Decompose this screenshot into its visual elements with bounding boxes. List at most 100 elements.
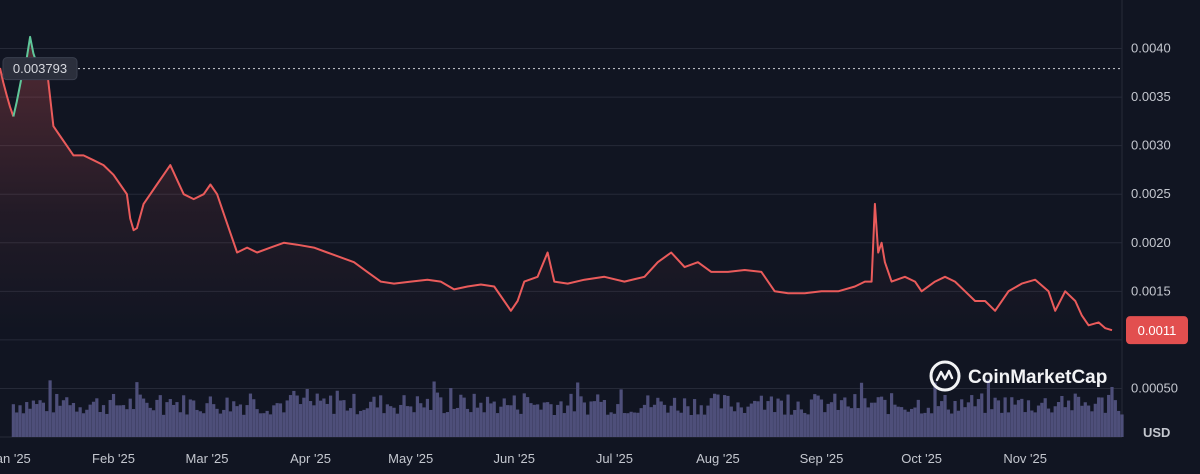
volume-bar xyxy=(1003,397,1007,437)
volume-bar xyxy=(699,405,703,437)
volume-bar xyxy=(572,411,576,437)
volume-bar xyxy=(552,414,556,437)
volume-bar xyxy=(853,394,857,437)
volume-bar xyxy=(505,405,510,437)
volume-bar xyxy=(215,408,219,437)
volume-bar xyxy=(843,397,847,437)
volume-bar xyxy=(986,379,991,437)
volume-bar xyxy=(492,401,496,437)
volume-bar xyxy=(462,397,466,437)
y-tick-label: 0.0040 xyxy=(1131,41,1171,56)
volume-bar xyxy=(659,401,663,437)
volume-bar xyxy=(1063,407,1067,437)
volume-bar xyxy=(906,411,910,437)
volume-bar xyxy=(98,412,102,437)
volume-bar xyxy=(502,398,506,437)
volume-bar xyxy=(389,406,393,437)
volume-bar xyxy=(863,398,867,437)
volume-bar xyxy=(305,389,309,437)
volume-bar xyxy=(743,412,747,437)
volume-bar xyxy=(332,413,336,437)
volume-bar xyxy=(542,402,546,437)
volume-bar xyxy=(819,399,824,437)
volume-bar xyxy=(382,413,386,437)
volume-bar xyxy=(656,397,660,437)
volume-bar xyxy=(81,413,86,437)
volume-bar xyxy=(68,405,72,437)
volume-bar xyxy=(302,397,306,437)
volume-bar xyxy=(983,412,987,437)
x-tick-label: Sep '25 xyxy=(800,451,844,466)
volume-bar xyxy=(128,398,132,437)
volume-bar xyxy=(662,404,667,437)
volume-bar xyxy=(759,395,763,437)
volume-bar xyxy=(539,409,543,437)
volume-bar xyxy=(893,404,897,437)
x-tick-label: Jun '25 xyxy=(493,451,535,466)
volume-bar xyxy=(1117,410,1121,437)
volume-bar xyxy=(369,401,373,437)
volume-bar xyxy=(178,412,182,437)
volume-bar xyxy=(228,411,233,437)
volume-bar xyxy=(536,404,540,437)
volume-bar xyxy=(823,412,827,437)
volume-bar xyxy=(175,402,179,437)
volume-bar xyxy=(1076,396,1081,437)
volume-bar xyxy=(45,411,49,437)
volume-bars xyxy=(11,379,1124,437)
volume-bar xyxy=(960,399,964,437)
x-tick-label: Jan '25 xyxy=(0,451,31,466)
volume-bar xyxy=(482,412,486,437)
volume-bar xyxy=(425,398,430,437)
reference-label: 0.003793 xyxy=(13,61,67,76)
volume-bar xyxy=(806,414,810,437)
volume-bar xyxy=(582,402,586,437)
price-line-segment xyxy=(0,67,15,117)
volume-bar xyxy=(990,409,994,437)
volume-bar xyxy=(1050,412,1054,437)
volume-bar xyxy=(252,399,256,437)
volume-bar xyxy=(442,413,446,437)
volume-bar xyxy=(372,396,376,437)
x-tick-label: Mar '25 xyxy=(186,451,229,466)
volume-bar xyxy=(198,411,202,437)
volume-bar xyxy=(856,408,860,437)
volume-bar xyxy=(916,399,920,437)
volume-bar xyxy=(118,405,122,437)
volume-bar xyxy=(452,408,456,437)
volume-bar xyxy=(298,404,303,437)
volume-bar xyxy=(529,403,533,437)
volume-bar xyxy=(51,412,56,437)
volume-bar xyxy=(1090,411,1094,437)
volume-bar xyxy=(385,404,389,437)
volume-bar xyxy=(1010,397,1014,437)
volume-bar xyxy=(85,409,89,437)
volume-bar xyxy=(522,393,526,437)
volume-bar xyxy=(569,393,573,437)
volume-bar xyxy=(495,413,500,437)
volume-bar xyxy=(11,404,15,437)
volume-bar xyxy=(1013,404,1017,437)
volume-bar xyxy=(666,412,670,437)
volume-bar xyxy=(512,395,516,437)
volume-bar xyxy=(696,414,700,437)
volume-bar xyxy=(642,404,647,437)
volume-bar xyxy=(636,412,640,437)
volume-bar xyxy=(395,413,399,437)
volume-bar xyxy=(148,407,152,437)
volume-bar xyxy=(415,396,420,437)
volume-bar xyxy=(135,382,139,437)
volume-bar xyxy=(589,401,593,437)
volume-bar xyxy=(753,400,757,437)
volume-bar xyxy=(352,393,356,437)
volume-bar xyxy=(652,404,657,437)
volume-bar xyxy=(672,397,677,437)
volume-bar xyxy=(1033,412,1037,437)
volume-bar xyxy=(900,407,904,437)
volume-bar xyxy=(993,397,997,437)
volume-bar xyxy=(285,400,289,437)
volume-bar xyxy=(1093,403,1097,437)
volume-bar xyxy=(566,405,570,437)
